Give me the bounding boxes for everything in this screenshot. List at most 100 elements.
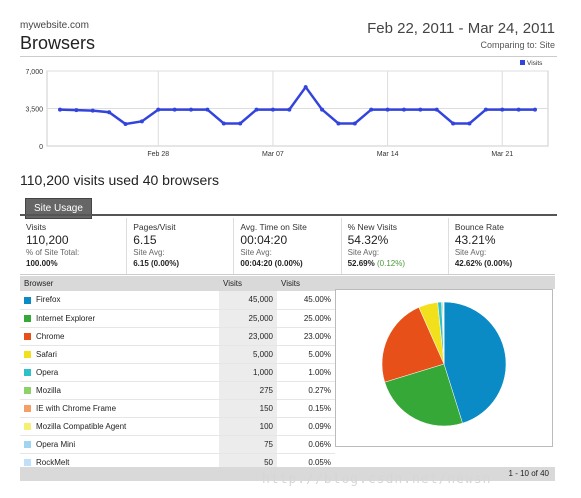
data-point	[434, 107, 439, 112]
visits-cell: 45,000	[219, 291, 277, 310]
data-point	[467, 121, 472, 126]
x-tick-label: Mar 14	[377, 151, 399, 158]
metric-compare: 52.69% (0.12%)	[348, 259, 442, 268]
data-point	[189, 107, 194, 112]
visits-cell: 100	[219, 417, 277, 436]
browser-name[interactable]: Opera	[36, 367, 59, 377]
table-row[interactable]: Firefox 45,000 45.00%	[20, 291, 335, 310]
data-point	[385, 107, 390, 112]
x-tick-label: Feb 28	[147, 151, 169, 158]
y-tick-label: 3,500	[25, 107, 43, 114]
metric-pages-visit: Pages/Visit 6.15 Site Avg: 6.15 (0.00%)	[127, 218, 235, 274]
visits-pct-cell: 0.06%	[277, 435, 335, 454]
metric-compare-value: 100.00%	[26, 259, 58, 268]
browser-cell[interactable]: Opera	[20, 363, 219, 382]
table-row[interactable]: Internet Explorer 25,000 25.00%	[20, 309, 335, 328]
column-header-visits[interactable]: Visits	[219, 276, 277, 291]
browser-cell[interactable]: Mozilla Compatible Agent	[20, 417, 219, 436]
visits-cell: 275	[219, 381, 277, 400]
visits-cell: 150	[219, 399, 277, 418]
browser-cell[interactable]: Opera Mini	[20, 435, 219, 454]
visits-summary: 110,200 visits used 40 browsers	[20, 172, 219, 188]
browser-name[interactable]: Mozilla Compatible Agent	[36, 421, 127, 431]
browser-name[interactable]: IE with Chrome Frame	[36, 403, 117, 413]
metric-compare-value: 52.69%	[347, 259, 375, 268]
browser-table-body: Firefox 45,000 45.00% Internet Explorer 25,0…	[20, 291, 335, 472]
table-row[interactable]: IE with Chrome Frame 150 0.15%	[20, 399, 335, 418]
pie-chart-panel	[335, 289, 553, 447]
date-range-selector[interactable]: Feb 22, 2011 - Mar 24, 2011	[367, 20, 555, 37]
data-point	[336, 121, 341, 126]
data-point	[74, 108, 79, 113]
browser-cell[interactable]: Internet Explorer	[20, 309, 219, 328]
table-row[interactable]: Opera 1,000 1.00%	[20, 363, 335, 382]
pagination-label: 1 - 10 of 40	[508, 469, 549, 478]
data-point	[107, 110, 112, 115]
browser-cell[interactable]: Safari	[20, 345, 219, 364]
pie-slice	[443, 301, 507, 424]
table-row[interactable]: Mozilla Compatible Agent 100 0.09%	[20, 417, 335, 436]
data-point	[401, 107, 406, 112]
metric-title: Pages/Visit	[133, 222, 176, 232]
x-tick-label: Mar 07	[262, 151, 284, 158]
browser-table-wrap: Browser Visits Visits Firefox 45,000 45.00…	[20, 276, 335, 472]
browser-cell[interactable]: IE with Chrome Frame	[20, 399, 219, 418]
data-point	[254, 107, 259, 112]
browser-cell[interactable]: Chrome	[20, 327, 219, 346]
browser-cell[interactable]: Mozilla	[20, 381, 219, 400]
table-row[interactable]: Chrome 23,000 23.00%	[20, 327, 335, 346]
table-row[interactable]: Opera Mini 75 0.06%	[20, 435, 335, 454]
column-header-visits-pct[interactable]: Visits	[277, 276, 335, 291]
browser-name[interactable]: Safari	[36, 349, 57, 359]
data-point	[58, 107, 62, 112]
visits-pct-cell: 0.27%	[277, 381, 335, 400]
browser-name[interactable]: Chrome	[36, 331, 65, 341]
visits-cell: 5,000	[219, 345, 277, 364]
metric-compare-value: 42.62% (0.00%)	[454, 259, 513, 268]
metric-bounce-rate: Bounce Rate 43.21% Site Avg: 42.62% (0.0…	[449, 218, 555, 274]
tab-site-usage[interactable]: Site Usage	[25, 198, 92, 219]
series-swatch-icon	[24, 296, 31, 304]
visits-cell: 75	[219, 435, 277, 454]
browser-name[interactable]: Mozilla	[36, 385, 61, 395]
visits-pct-cell: 23.00%	[277, 327, 335, 346]
visits-line-chart: 0 3,500 7,000 Feb 28 Mar 07 Mar 14 Mar 21 Visit…	[25, 60, 549, 158]
browser-table: Browser Visits Visits Firefox 45,000 45.00…	[20, 276, 335, 472]
series-swatch-icon	[24, 458, 31, 466]
metric-title: Bounce Rate	[454, 222, 504, 232]
metric-value: 54.32%	[347, 233, 389, 247]
data-point	[221, 121, 226, 126]
data-point	[303, 85, 308, 90]
tab-underline	[20, 214, 557, 216]
metric-title: Visits	[26, 222, 47, 232]
visits-pct-cell: 25.00%	[277, 309, 335, 328]
series-swatch-icon	[24, 332, 31, 340]
data-point	[516, 107, 521, 112]
browser-name[interactable]: Opera Mini	[36, 439, 76, 449]
series-swatch-icon	[24, 422, 31, 430]
table-row[interactable]: Mozilla 275 0.27%	[20, 381, 335, 400]
header-divider	[20, 56, 557, 57]
visits-pct-cell: 0.15%	[277, 399, 335, 418]
metric-sub: % of Site Total:	[26, 248, 80, 257]
browser-name[interactable]: Internet Explorer	[36, 313, 96, 323]
pagination-bar: 1 - 10 of 40	[20, 467, 555, 481]
visits-pct-cell: 0.09%	[277, 417, 335, 436]
metric-compare-value: 6.15 (0.00%)	[133, 259, 180, 268]
column-header-browser[interactable]: Browser	[20, 276, 219, 291]
table-header-row: Browser Visits Visits	[20, 276, 335, 291]
table-row[interactable]: Safari 5,000 5.00%	[20, 345, 335, 364]
browser-cell[interactable]: Firefox	[20, 291, 219, 310]
browser-name[interactable]: Firefox	[36, 295, 61, 305]
browser-name[interactable]: RockMelt	[36, 457, 70, 467]
metric-value: 43.21%	[454, 233, 496, 247]
visits-pct-cell: 1.00%	[277, 363, 335, 382]
data-point	[139, 119, 144, 124]
visits-cell: 50	[219, 453, 277, 472]
data-point	[287, 107, 292, 112]
metric-compare: 42.62% (0.00%)	[455, 259, 549, 268]
data-point	[483, 107, 488, 112]
x-tick-label: Mar 21	[491, 151, 513, 158]
data-point	[238, 121, 243, 126]
data-point	[533, 107, 537, 112]
